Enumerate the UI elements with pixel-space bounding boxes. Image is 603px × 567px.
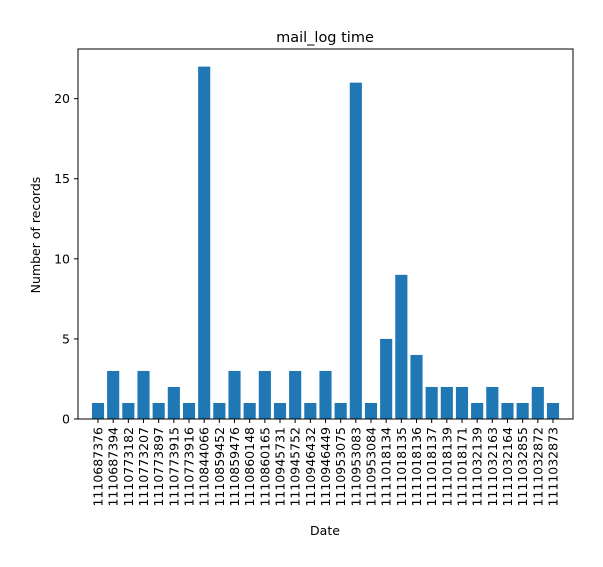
x-tick-label: 1110860165 [257, 427, 272, 507]
x-tick-label: 1111032855 [515, 427, 530, 507]
x-tick-label: 1110773207 [136, 427, 151, 507]
bar-1111018135 [395, 274, 408, 419]
x-tick-label: 1111018136 [409, 427, 424, 507]
bar-1110860165 [258, 370, 271, 419]
x-tick-label: 1110945752 [288, 427, 303, 507]
bar-1111032163 [486, 386, 499, 419]
chart-title: mail_log time [276, 30, 374, 46]
y-tick-label: 20 [54, 91, 70, 106]
bar-1110773915 [167, 386, 180, 419]
bar-1110773897 [152, 402, 165, 419]
bar-1110945752 [289, 370, 302, 419]
y-tick-label: 5 [62, 331, 70, 346]
bar-1110860148 [243, 402, 256, 419]
x-tick-label: 1110773182 [121, 427, 136, 507]
x-tick-label: 1110859476 [227, 427, 242, 507]
bar-1110859452 [213, 402, 226, 419]
x-tick-label: 1111018137 [424, 427, 439, 507]
x-tick-label: 1110844066 [197, 427, 212, 507]
bar-1111032164 [501, 402, 514, 419]
x-tick-label: 1110945731 [273, 427, 288, 507]
bar-1110953083 [349, 82, 362, 420]
x-tick-label: 1110687376 [91, 427, 106, 507]
x-tick-label: 1110859452 [212, 427, 227, 507]
bars-group [91, 66, 560, 420]
x-tick-label: 1111032873 [545, 427, 560, 507]
bar-1110946432 [304, 402, 317, 419]
bar-1110773182 [122, 402, 135, 419]
bar-1110953075 [334, 402, 347, 419]
x-tick-label: 1111018139 [439, 427, 454, 507]
x-tick-label: 1111032872 [530, 427, 545, 507]
x-tick-label: 1111018134 [379, 427, 394, 507]
bar-1110773916 [182, 402, 196, 419]
x-tick-label: 1111032164 [500, 427, 515, 507]
bar-1111032855 [516, 402, 529, 419]
bar-1111032873 [546, 402, 560, 419]
bar-1110687376 [91, 402, 105, 419]
bar-1110859476 [228, 370, 241, 419]
bar-1110945731 [273, 402, 287, 419]
y-axis-label: Number of records [28, 177, 43, 294]
bar-1110953084 [364, 402, 378, 419]
bar-1110773207 [137, 370, 150, 419]
x-tick-label: 1110953084 [363, 427, 378, 507]
x-tick-label: 1111032163 [485, 427, 500, 507]
x-tick-label: 1111018171 [454, 427, 469, 507]
x-tick-label: 1110953075 [333, 427, 348, 507]
y-tick-label: 10 [54, 251, 70, 266]
x-tick-label: 1111032139 [470, 427, 485, 507]
x-tick-label: 1111018135 [394, 427, 409, 507]
bar-1110687394 [107, 370, 120, 419]
x-tick-label: 1110953083 [348, 427, 363, 507]
x-tick-label: 1110773915 [166, 427, 181, 507]
y-tick-label: 15 [54, 171, 70, 186]
bar-1111018171 [455, 386, 469, 419]
bar-1111018134 [380, 338, 393, 419]
x-axis-label: Date [310, 523, 340, 538]
bar-1111018136 [410, 354, 423, 419]
x-axis: 1110687376 1110687394 1110773182 1110773207… [91, 419, 560, 507]
x-tick-label: 1110946432 [303, 427, 318, 507]
x-tick-label: 1110946449 [318, 427, 333, 507]
bar-1110844066 [198, 66, 211, 419]
x-tick-label: 1110773916 [182, 427, 197, 507]
x-tick-label: 1110860148 [242, 427, 257, 507]
bar-1110946449 [319, 370, 332, 419]
x-tick-label: 1110687394 [106, 427, 121, 507]
bar-1111032139 [471, 402, 484, 419]
y-axis: 0 5 10 15 20 [54, 91, 78, 427]
bar-1111032872 [531, 386, 544, 419]
bar-1111018137 [425, 386, 438, 419]
y-tick-label: 0 [62, 412, 70, 427]
x-tick-label: 1110773897 [151, 427, 166, 507]
bar-1111018139 [440, 386, 453, 419]
